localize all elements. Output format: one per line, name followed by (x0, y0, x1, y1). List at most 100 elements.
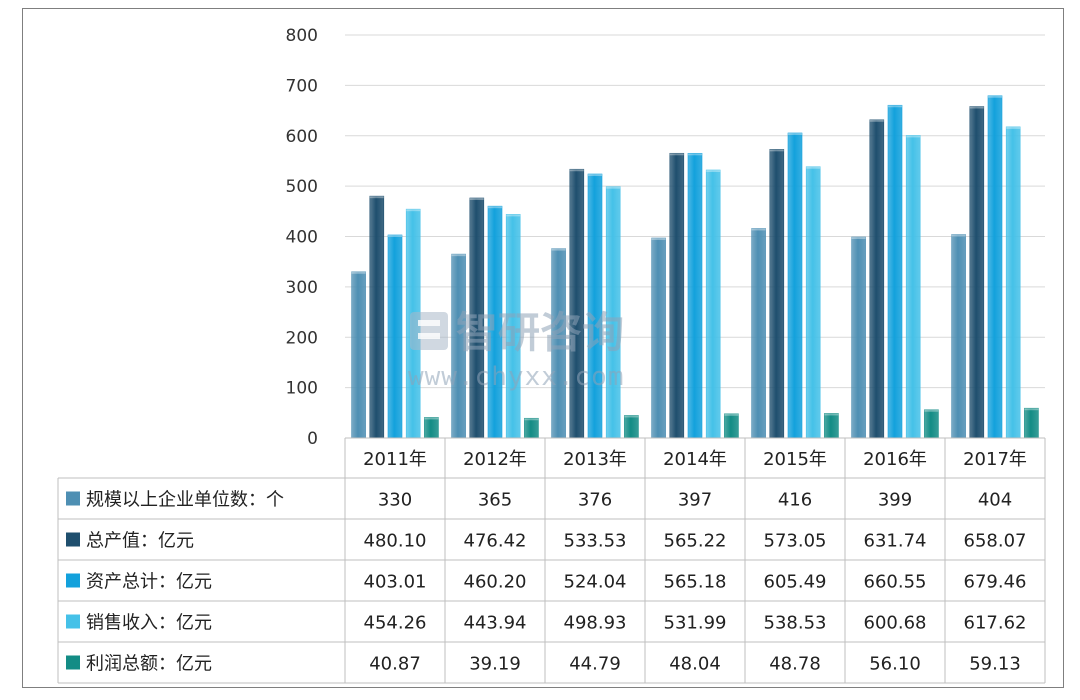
legend-swatch (66, 532, 80, 547)
bar-highlight (569, 169, 584, 172)
bar (824, 413, 839, 439)
data-label: 679.46 (964, 572, 1027, 593)
x-tick-label: 2016年 (863, 449, 927, 470)
bar-highlight (624, 415, 639, 418)
bar-highlight (488, 206, 502, 209)
legend-swatch (66, 573, 80, 588)
bar (669, 152, 685, 439)
data-label: 416 (778, 490, 812, 511)
y-tick-label: 700 (286, 76, 318, 96)
bar (805, 166, 821, 439)
watermark-brand: 智研咨询 (456, 308, 624, 357)
legend-label: 总产值：亿元 (86, 531, 194, 552)
bar (424, 417, 439, 439)
data-label: 403.01 (364, 572, 427, 593)
data-label: 59.13 (969, 654, 1021, 675)
data-label: 573.05 (764, 531, 827, 552)
data-label: 565.22 (664, 531, 727, 552)
data-label: 376 (578, 490, 612, 511)
data-label: 48.04 (669, 654, 721, 675)
data-label: 44.79 (569, 654, 621, 675)
legend-swatch (66, 655, 80, 670)
data-label: 330 (378, 490, 412, 511)
bar-highlight (706, 170, 721, 173)
bar-highlight (469, 198, 484, 201)
legend-label: 规模以上企业单位数：个 (86, 490, 284, 511)
bar (987, 95, 1003, 439)
y-tick-label: 800 (286, 26, 318, 46)
bar-highlight (369, 196, 384, 199)
bar (569, 168, 585, 439)
data-label: 524.04 (564, 572, 627, 593)
x-tick-label: 2015年 (763, 449, 827, 470)
y-tick-label: 0 (307, 429, 318, 449)
data-label: 397 (678, 490, 712, 511)
bar-highlight (906, 135, 921, 138)
y-tick-label: 300 (286, 278, 318, 298)
x-tick-label: 2014年 (663, 449, 727, 470)
bar-highlight (751, 228, 766, 231)
bar (924, 409, 939, 439)
data-label: 460.20 (464, 572, 527, 593)
data-label: 660.55 (864, 572, 927, 593)
bar-highlight (669, 153, 684, 156)
data-table: 2011年 2012年 2013年 2014年 2015年 2016年 2017年规模以上企… (57, 437, 1046, 684)
bar-highlight (869, 119, 884, 122)
legend-label: 利润总额：亿元 (86, 654, 212, 675)
bar (387, 234, 403, 439)
x-tick-label: 2013年 (563, 449, 627, 470)
data-label: 498.93 (564, 613, 627, 634)
data-label: 443.94 (464, 613, 527, 634)
bar (687, 152, 703, 439)
legend-swatch (66, 491, 80, 506)
data-label: 476.42 (464, 531, 527, 552)
data-label: 631.74 (864, 531, 927, 552)
bar-highlight (1006, 126, 1021, 129)
bar (651, 237, 666, 439)
x-tick-label: 2011年 (363, 449, 427, 470)
bar-highlight (806, 166, 821, 169)
data-label: 40.87 (369, 654, 421, 675)
bar-highlight (406, 209, 421, 212)
bar-highlight (588, 174, 602, 177)
watermark: 智研咨询 www.chyxx.com (408, 308, 625, 392)
bar (951, 234, 966, 439)
watermark-url: www.chyxx.com (408, 362, 625, 392)
bar-highlight (951, 234, 966, 237)
y-tick-label: 200 (286, 328, 318, 348)
data-label: 617.62 (964, 613, 1027, 634)
bar-highlight (1024, 408, 1039, 411)
bar (1024, 407, 1039, 439)
bar (624, 415, 639, 439)
bar-highlight (551, 248, 566, 251)
bar (587, 173, 603, 439)
data-label: 404 (978, 490, 1012, 511)
data-label: 538.53 (764, 613, 827, 634)
bar-highlight (788, 132, 802, 135)
bar (851, 236, 866, 439)
bar-highlight (724, 413, 739, 416)
bar-highlight (851, 237, 866, 240)
data-label: 399 (878, 490, 912, 511)
bar-highlight (824, 413, 839, 416)
data-label: 533.53 (564, 531, 627, 552)
legend-swatch (66, 614, 80, 629)
data-label: 48.78 (769, 654, 821, 675)
bar-highlight (924, 409, 939, 412)
bar (369, 195, 385, 439)
y-tick-label: 500 (286, 177, 318, 197)
data-label: 605.49 (764, 572, 827, 593)
data-label: 454.26 (364, 613, 427, 634)
bar-highlight (424, 417, 439, 420)
bar (705, 169, 721, 439)
watermark-logo-icon (410, 312, 448, 350)
data-label: 600.68 (864, 613, 927, 634)
bar (869, 119, 885, 439)
data-label: 480.10 (364, 531, 427, 552)
bar-highlight (688, 153, 702, 156)
bar (751, 228, 766, 439)
bar-highlight (988, 95, 1002, 98)
bar (787, 132, 803, 439)
bar-highlight (388, 234, 402, 237)
bar-highlight (651, 238, 666, 241)
